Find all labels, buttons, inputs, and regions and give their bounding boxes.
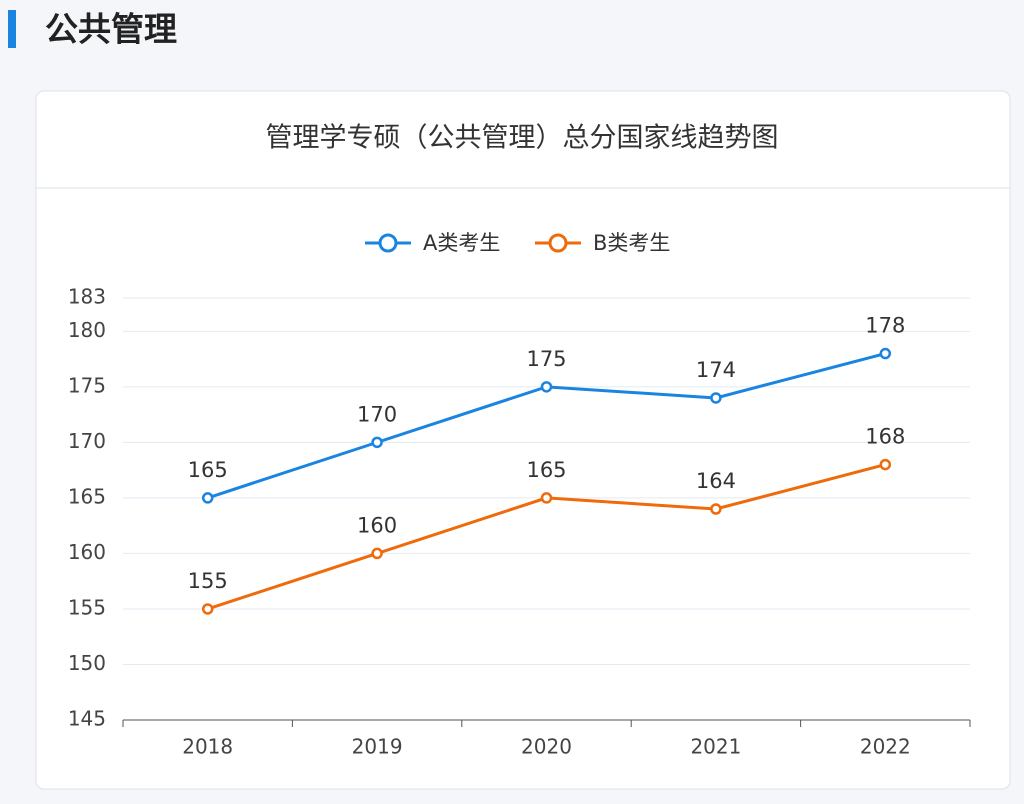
data-label: 164 (696, 469, 736, 493)
header-accent (8, 10, 16, 48)
data-label: 165 (188, 458, 228, 482)
data-point (540, 492, 553, 504)
data-point (201, 492, 214, 504)
y-tick-label: 145 (68, 707, 106, 731)
data-point (710, 392, 722, 404)
data-point (201, 603, 214, 615)
data-label: 170 (357, 402, 397, 426)
y-tick-label: 155 (68, 595, 106, 619)
legend-marker (378, 233, 398, 253)
data-point (879, 347, 892, 360)
data-point (879, 458, 892, 471)
data-point (540, 381, 553, 393)
data-label: 165 (526, 458, 566, 482)
data-label: 155 (188, 569, 228, 593)
y-tick-label: 170 (68, 429, 106, 453)
data-label: 178 (865, 314, 905, 338)
x-tick-label: 2019 (352, 735, 403, 759)
legend-marker (548, 233, 568, 253)
y-tick-label: 180 (68, 318, 106, 342)
data-label: 160 (357, 513, 397, 537)
data-point (371, 436, 383, 449)
data-point (371, 547, 383, 560)
y-tick-label: 183 (68, 285, 106, 309)
data-label: 174 (696, 358, 736, 382)
y-tick-label: 150 (68, 651, 106, 675)
x-tick-label: 2020 (521, 735, 572, 759)
chart-card (35, 90, 1011, 790)
data-point (710, 503, 722, 515)
y-tick-label: 165 (68, 484, 106, 508)
x-tick-label: 2022 (860, 735, 911, 759)
x-tick-label: 2021 (690, 735, 741, 759)
chart-title: 管理学专硕（公共管理）总分国家线趋势图 (266, 123, 779, 154)
header-title: 公共管理 (45, 10, 177, 49)
y-tick-label: 160 (68, 540, 106, 564)
legend-label: B类考生 (593, 231, 670, 255)
x-tick-label: 2018 (182, 735, 233, 759)
data-label: 168 (865, 425, 905, 449)
legend-label: A类考生 (423, 231, 500, 255)
data-label: 175 (526, 347, 566, 371)
y-tick-label: 175 (68, 373, 106, 397)
